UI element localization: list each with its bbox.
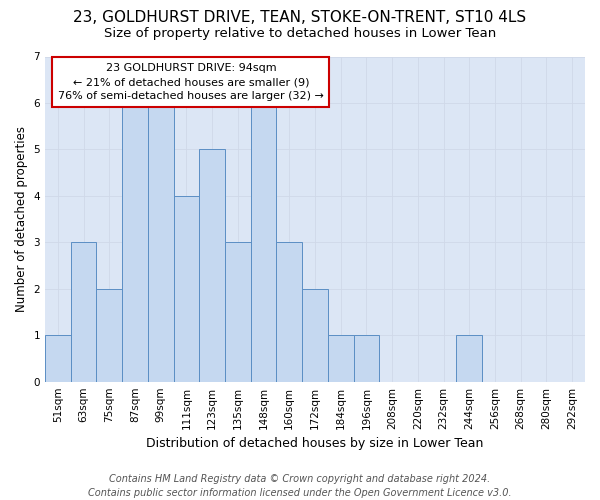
- Text: Contains HM Land Registry data © Crown copyright and database right 2024.
Contai: Contains HM Land Registry data © Crown c…: [88, 474, 512, 498]
- Bar: [199, 150, 225, 382]
- Text: 23, GOLDHURST DRIVE, TEAN, STOKE-ON-TRENT, ST10 4LS: 23, GOLDHURST DRIVE, TEAN, STOKE-ON-TREN…: [73, 10, 527, 25]
- Bar: [457, 335, 482, 382]
- Bar: [148, 103, 173, 382]
- Bar: [353, 335, 379, 382]
- Bar: [251, 103, 277, 382]
- Bar: [45, 335, 71, 382]
- Bar: [97, 289, 122, 382]
- Bar: [173, 196, 199, 382]
- Text: 23 GOLDHURST DRIVE: 94sqm
← 21% of detached houses are smaller (9)
76% of semi-d: 23 GOLDHURST DRIVE: 94sqm ← 21% of detac…: [58, 63, 324, 101]
- Bar: [71, 242, 97, 382]
- X-axis label: Distribution of detached houses by size in Lower Tean: Distribution of detached houses by size …: [146, 437, 484, 450]
- Bar: [277, 242, 302, 382]
- Text: Size of property relative to detached houses in Lower Tean: Size of property relative to detached ho…: [104, 28, 496, 40]
- Bar: [302, 289, 328, 382]
- Bar: [225, 242, 251, 382]
- Bar: [122, 103, 148, 382]
- Bar: [328, 335, 353, 382]
- Y-axis label: Number of detached properties: Number of detached properties: [15, 126, 28, 312]
